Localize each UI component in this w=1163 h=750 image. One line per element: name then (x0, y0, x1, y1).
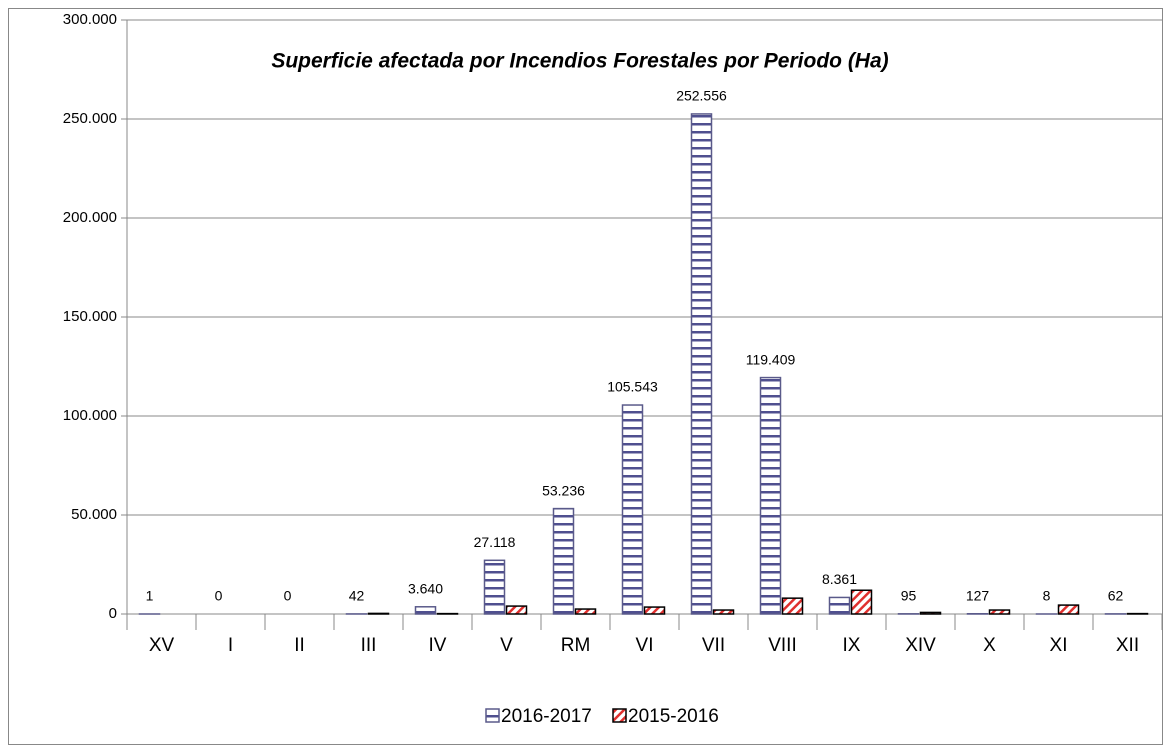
data-label: 127 (966, 587, 990, 603)
data-label: 1 (146, 588, 154, 604)
data-label: 8.361 (822, 571, 857, 587)
bar (483, 559, 506, 615)
bar (712, 609, 735, 615)
x-tick-label: RM (561, 635, 591, 656)
chart-title: Superficie afectada por Incendios Forest… (271, 50, 888, 73)
bar (621, 404, 644, 615)
x-tick-label: VIII (768, 635, 797, 656)
x-tick-label: II (294, 635, 305, 656)
data-label: 0 (284, 588, 292, 604)
x-tick-label: XIV (905, 635, 936, 656)
bar (643, 606, 666, 615)
data-label: 27.118 (474, 534, 516, 550)
y-tick-label: 100.000 (63, 407, 117, 424)
bar (1057, 604, 1080, 615)
data-label: 105.543 (607, 379, 658, 395)
bar (574, 608, 597, 615)
data-label: 95 (901, 588, 917, 604)
x-tick-label: V (500, 635, 513, 656)
x-tick-label: IV (429, 635, 447, 656)
bar (759, 376, 782, 615)
data-label: 62 (1108, 588, 1124, 604)
x-tick-label: III (361, 635, 377, 656)
bar (781, 597, 804, 615)
x-tick-label: IX (843, 635, 861, 656)
bar (690, 113, 713, 615)
bar (850, 589, 873, 615)
x-tick-label: XII (1116, 635, 1139, 656)
legend-swatch (485, 708, 500, 723)
y-tick-label: 300.000 (63, 11, 117, 28)
legend-label: 2015-2016 (628, 706, 719, 727)
y-tick-label: 200.000 (63, 209, 117, 226)
data-label: 119.409 (746, 351, 796, 367)
bar (367, 612, 390, 615)
data-label: 53.236 (542, 482, 585, 498)
bar (505, 605, 528, 615)
bar (988, 609, 1011, 615)
data-label: 42 (349, 588, 365, 604)
y-tick-label: 150.000 (63, 308, 117, 325)
y-tick-label: 0 (109, 605, 117, 622)
x-tick-label: VI (636, 635, 654, 656)
chart-frame (8, 8, 1163, 745)
legend-label: 2016-2017 (501, 706, 592, 727)
x-tick-label: I (228, 635, 233, 656)
data-label: 8 (1043, 588, 1051, 604)
data-label: 252.556 (676, 88, 727, 104)
y-tick-label: 250.000 (63, 110, 117, 127)
x-tick-label: X (983, 635, 996, 656)
bar (414, 606, 437, 615)
data-label: 0 (215, 588, 223, 604)
bar (919, 611, 942, 615)
x-tick-label: VII (702, 635, 725, 656)
legend-swatch (612, 708, 627, 723)
x-tick-label: XI (1050, 635, 1068, 656)
bar (828, 596, 851, 615)
x-tick-label: XV (149, 635, 175, 656)
bar (552, 507, 575, 615)
y-tick-label: 50.000 (71, 506, 117, 523)
data-label: 3.640 (408, 580, 443, 596)
